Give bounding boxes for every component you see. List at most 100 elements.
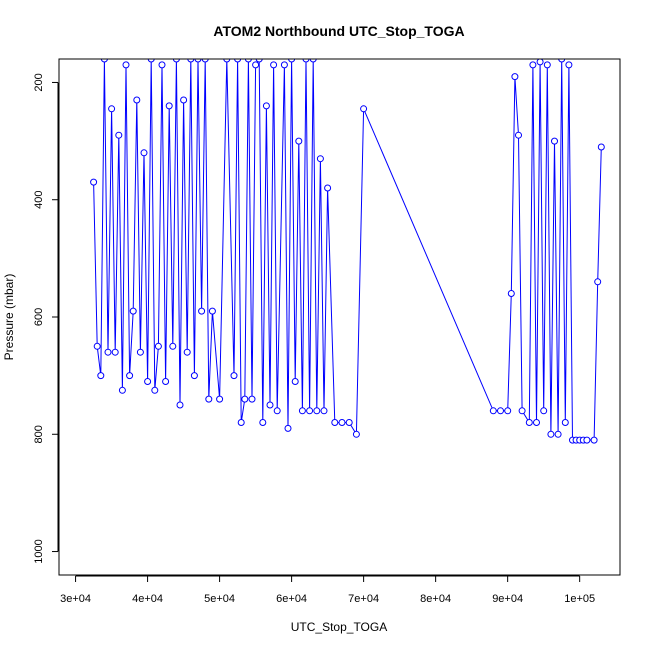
x-tick-label: 7e+04 (348, 593, 379, 605)
data-point (158, 61, 166, 69)
data-point (208, 307, 216, 315)
data-point (543, 61, 551, 69)
data-point (93, 342, 101, 350)
data-point (136, 348, 144, 356)
data-point (129, 307, 137, 315)
data-point (273, 407, 281, 415)
y-tick-label: 200 (33, 73, 45, 91)
data-point (198, 307, 206, 315)
x-tick-label: 6e+04 (276, 593, 307, 605)
data-point (126, 372, 134, 380)
data-point (216, 395, 224, 403)
data-point (551, 137, 558, 145)
data-point (352, 430, 360, 438)
data-point (262, 102, 270, 110)
data-point (331, 419, 339, 426)
x-axis-label: UTC_Stop_TOGA (291, 620, 387, 634)
data-point (338, 419, 346, 426)
data-point (248, 395, 256, 403)
data-point (504, 407, 512, 415)
data-point (497, 407, 504, 415)
data-point (529, 61, 537, 69)
data-point (169, 342, 177, 350)
data-point (162, 378, 170, 385)
y-axis: 200 400 600 800 1000 (33, 73, 59, 564)
y-tick-label: 1000 (33, 539, 45, 563)
data-point (558, 59, 566, 63)
data-point (313, 407, 321, 415)
data-point (507, 290, 515, 297)
x-tick-label: 3e+04 (60, 593, 91, 605)
data-point (259, 419, 267, 426)
data-point (266, 401, 274, 409)
data-point (252, 61, 260, 69)
data-point (302, 59, 310, 63)
data-point (518, 407, 526, 415)
data-point (284, 424, 292, 432)
data-point (547, 430, 555, 438)
plot-frame (58, 58, 621, 576)
y-axis-label: Pressure (mbar) (2, 274, 16, 361)
x-axis: 3e+04 4e+04 5e+04 6e+04 7e+04 8e+04 9e+04 1e+05 (60, 575, 595, 605)
x-tick-label: 1e+05 (564, 593, 595, 605)
plot-area (58, 58, 621, 576)
data-point (306, 407, 314, 415)
data-point (111, 348, 119, 356)
data-point (97, 372, 105, 380)
data-point (133, 96, 141, 104)
data-point (255, 59, 263, 63)
x-tick-label: 9e+04 (492, 593, 523, 605)
series-layer (90, 59, 605, 444)
data-point (561, 419, 569, 426)
data-point (100, 59, 108, 63)
data-point (108, 105, 116, 113)
data-point (230, 372, 238, 380)
data-point (237, 419, 245, 426)
data-point (154, 342, 162, 350)
data-point (590, 436, 598, 444)
data-point (187, 59, 195, 63)
data-point (583, 436, 591, 444)
data-point (525, 419, 533, 426)
data-point (165, 102, 173, 110)
data-point (320, 407, 328, 415)
data-point (345, 419, 353, 426)
data-point (515, 131, 522, 139)
data-point (597, 143, 605, 151)
data-point (144, 378, 152, 385)
data-point (90, 178, 98, 186)
x-tick-label: 8e+04 (420, 593, 451, 605)
data-point (183, 348, 191, 356)
data-point (489, 407, 497, 415)
data-point (118, 386, 126, 394)
series-line (93, 59, 602, 441)
data-point (201, 59, 209, 63)
data-point (554, 430, 562, 438)
data-point (540, 407, 548, 415)
data-point (295, 137, 303, 145)
data-point (536, 59, 544, 66)
data-point (270, 61, 278, 69)
data-point (122, 61, 130, 69)
data-point (176, 401, 184, 409)
data-point (360, 105, 368, 113)
x-tick-label: 4e+04 (132, 593, 163, 605)
data-point (309, 59, 317, 63)
data-point (190, 372, 198, 380)
data-point (324, 184, 332, 192)
data-point (172, 59, 180, 63)
data-point (205, 395, 213, 403)
data-point (280, 61, 288, 69)
data-point (115, 131, 123, 139)
y-tick-label: 800 (33, 425, 45, 443)
y-tick-label: 600 (33, 308, 45, 326)
data-point (140, 149, 148, 157)
y-tick-label: 400 (33, 191, 45, 209)
data-point (291, 378, 299, 385)
data-point (244, 59, 252, 63)
data-point (316, 155, 324, 163)
data-point (533, 419, 540, 426)
data-point (180, 96, 188, 104)
data-point (147, 59, 155, 63)
